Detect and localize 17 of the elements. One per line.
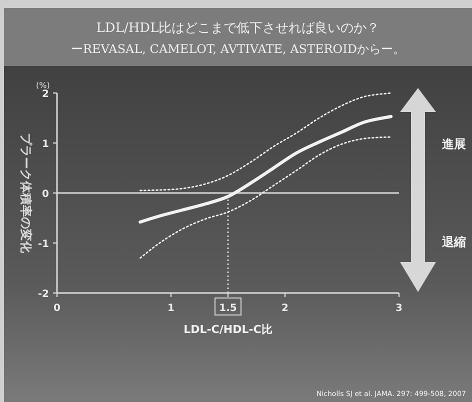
text: 進展 [441, 137, 466, 151]
x-tick-label: 3 [396, 303, 403, 314]
x-tick-label: 2 [282, 303, 289, 314]
y-tick-label: 1 [42, 139, 50, 150]
y-tick-label: -1 [38, 239, 50, 250]
y-tick-label: -2 [38, 289, 50, 300]
text: (%) [36, 81, 50, 90]
y-axis-title: プラーク体積率の変化 [19, 133, 33, 254]
x-tick-label: 0 [54, 303, 61, 314]
x-tick-label: 1 [168, 303, 175, 314]
y-tick-label: 2 [42, 89, 50, 100]
chart-title: LDL/HDL比はどこまで低下させれば良いのか？ [96, 21, 380, 36]
chart-subtitle: ーREVASAL, CAMELOT, AVTIVATE, ASTEROIDからー。 [71, 42, 405, 56]
y-tick-label: 0 [42, 189, 50, 200]
x-axis-title: LDL-C/HDL-C比 [184, 323, 272, 336]
x-tick-label: 1.5 [219, 303, 237, 314]
text: 退縮 [441, 235, 466, 249]
